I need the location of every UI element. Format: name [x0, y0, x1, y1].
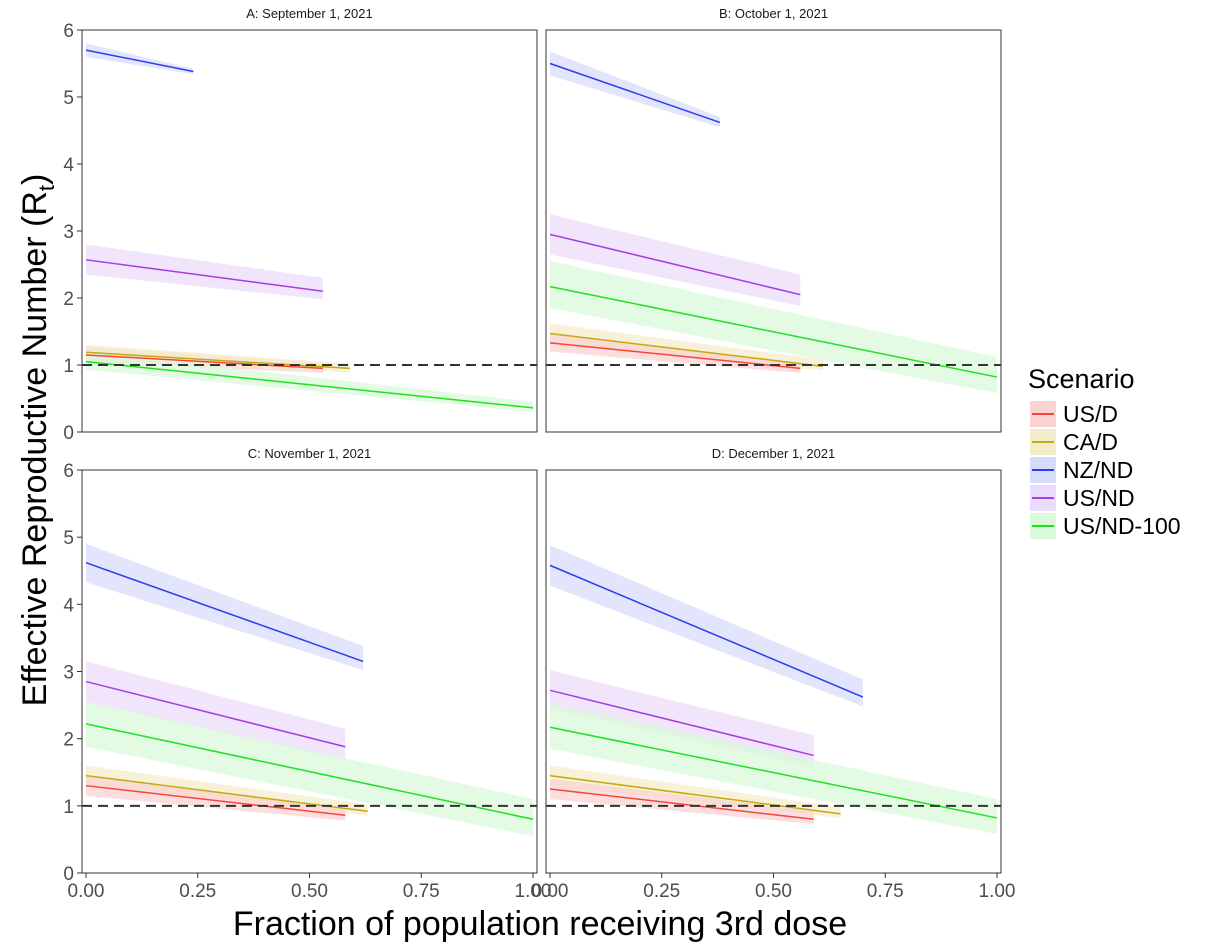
panels: A: September 1, 2021 0 1 2 3 4 5 6 B: October 1,… — [63, 6, 1015, 902]
line-us-nd — [549, 233, 801, 296]
panel-2: B: October 1, 2021 — [545, 6, 1002, 433]
panel-title: B: October 1, 2021 — [719, 6, 828, 21]
line-ca-d — [549, 774, 841, 815]
x-tick-label: 0.00 — [68, 881, 105, 902]
ribbon-us-nd-100 — [550, 703, 997, 835]
line-ca-d — [549, 332, 823, 368]
line-nz-nd — [549, 62, 721, 124]
line-ca-d — [85, 774, 368, 812]
line-nz-nd — [85, 49, 194, 73]
panel-1: A: September 1, 2021 0 1 2 3 4 5 6 — [63, 6, 538, 444]
panel-title: D: December 1, 2021 — [712, 446, 836, 461]
x-tick-label: 1.00 — [979, 881, 1016, 902]
line-us-d — [85, 354, 323, 370]
ribbon-nz-nd — [86, 543, 364, 671]
ribbon-us-d — [550, 778, 814, 824]
plot-area — [549, 545, 998, 835]
plot-area — [85, 543, 534, 837]
line-us-nd-100 — [549, 726, 998, 819]
y-tick-label: 4 — [63, 595, 74, 616]
ribbon-nz-nd — [550, 545, 863, 707]
line-us-nd-100 — [85, 360, 534, 409]
legend-item-us-nd: US/ND — [1030, 485, 1135, 511]
ribbon-us-nd — [550, 214, 801, 307]
line-nz-nd — [85, 561, 364, 663]
ribbon-nz-nd — [550, 51, 720, 128]
y-tick-label: 0 — [63, 864, 74, 885]
x-tick-label: 0.75 — [403, 881, 440, 902]
legend-item-nz-nd: NZ/ND — [1030, 457, 1133, 483]
panel-4: D: December 1, 2021 0.00 0.25 0.50 0.75 1.00 — [532, 446, 1016, 902]
y-axis-title-main: Effective Reproductive Number (R — [16, 191, 54, 706]
legend-label: NZ/ND — [1063, 457, 1133, 483]
y-tick-label: 5 — [63, 528, 74, 549]
y-axis-title: Effective Reproductive Number (Rt) — [16, 174, 59, 707]
y-tick-label: 2 — [63, 289, 74, 310]
legend-label: CA/D — [1063, 429, 1118, 455]
legend-label: US/ND — [1063, 485, 1135, 511]
legend-label: US/D — [1063, 401, 1118, 427]
line-us-d — [85, 784, 346, 816]
panel-frame — [545, 29, 1002, 433]
y-tick-label: 6 — [63, 461, 74, 482]
y-axis-title-close: ) — [16, 174, 54, 185]
ribbon-us-nd-100 — [86, 351, 533, 412]
plot-area — [549, 51, 998, 394]
legend-title: Scenario — [1028, 364, 1135, 394]
ribbon-us-nd — [550, 670, 814, 767]
line-us-nd — [549, 689, 814, 757]
legend-item-ca-d: CA/D — [1030, 429, 1118, 455]
x-tick-label: 0.50 — [291, 881, 328, 902]
y-tick-label: 2 — [63, 730, 74, 751]
x-tick-label: 0.50 — [755, 881, 792, 902]
y-tick-label: 3 — [63, 663, 74, 684]
line-nz-nd — [549, 564, 864, 698]
ribbon-us-d — [550, 333, 801, 374]
panel-3: C: November 1, 2021 0 1 2 3 4 5 6 0.00 0.25 0.50 0.… — [63, 446, 551, 902]
y-tick-label: 4 — [63, 155, 74, 176]
y-tick-label: 1 — [63, 797, 74, 818]
y-tick-label: 1 — [63, 356, 74, 377]
x-tick-label: 0.75 — [867, 881, 904, 902]
line-us-d — [549, 788, 814, 821]
legend-item-us-d: US/D — [1030, 401, 1118, 427]
y-axis-title-subscript: t — [34, 185, 59, 191]
line-us-nd-100 — [549, 285, 998, 378]
ribbon-nz-nd — [86, 43, 194, 75]
line-us-nd-100 — [85, 723, 534, 821]
x-axis-title: Fraction of population receiving 3rd dos… — [233, 905, 847, 943]
y-tick-label: 3 — [63, 222, 74, 243]
x-tick-label: 1.00 — [515, 881, 552, 902]
ribbon-us-nd-100 — [86, 701, 533, 837]
x-tick-label: 0.00 — [532, 881, 569, 902]
panel-title: A: September 1, 2021 — [246, 6, 372, 21]
y-tick-label: 5 — [63, 88, 74, 109]
y-tick-label: 0 — [63, 423, 74, 444]
legend-item-us-nd-100: US/ND-100 — [1030, 513, 1181, 539]
ribbon-us-nd — [86, 244, 323, 300]
ribbon-us-d — [86, 775, 346, 821]
plot-area — [85, 43, 534, 412]
legend-label: US/ND-100 — [1063, 513, 1181, 539]
line-ca-d — [85, 351, 350, 370]
y-tick-label: 6 — [63, 21, 74, 42]
line-us-nd — [85, 680, 346, 748]
x-tick-label: 0.25 — [643, 881, 680, 902]
line-us-nd — [85, 259, 324, 293]
ribbon-us-nd-100 — [550, 261, 997, 394]
x-tick-label: 0.25 — [179, 881, 216, 902]
ribbon-us-nd — [86, 661, 346, 761]
panel-title: C: November 1, 2021 — [248, 446, 372, 461]
